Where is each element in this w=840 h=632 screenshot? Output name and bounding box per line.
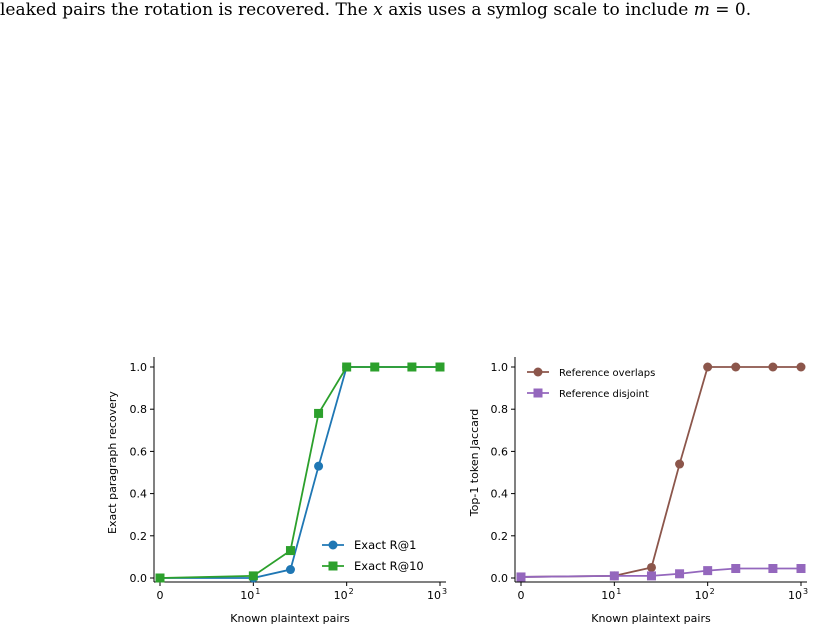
x-tick-label: 103 [427, 587, 447, 602]
y-tick-label: 0.8 [130, 403, 148, 416]
y-tick-label: 1.0 [491, 361, 509, 374]
legend: Reference overlaps Reference disjoint [527, 367, 655, 400]
y-tick-label: 0.0 [130, 572, 148, 585]
caption-var-x: x [373, 0, 383, 20]
data-point [314, 408, 324, 418]
legend-marker [328, 561, 338, 571]
data-point [370, 362, 380, 372]
data-point [703, 566, 713, 576]
x-tick-exponent: 2 [349, 587, 354, 596]
x-tick-exponent: 3 [442, 587, 447, 596]
data-point [675, 569, 685, 579]
legend-marker [533, 388, 543, 398]
caption-text-1: leaked pairs the rotation is recovered. … [0, 0, 374, 20]
data-point [731, 362, 741, 372]
x-tick-label: 0 [157, 589, 164, 602]
data-point [703, 362, 713, 372]
y-tick-label: 0.0 [491, 572, 509, 585]
data-point [342, 362, 352, 372]
left-chart: 0.0 0.2 0.4 0.6 0.8 1.0 0 101 102 103 Known plaint… [106, 357, 447, 625]
y-tick-label: 0.2 [130, 530, 148, 543]
legend-marker [533, 367, 543, 377]
x-tick-label: 101 [601, 587, 621, 602]
data-point [248, 571, 258, 581]
data-point [768, 362, 778, 372]
y-tick-label: 0.8 [491, 403, 509, 416]
caption-text-3: = 0. [709, 0, 752, 20]
series-line [520, 567, 801, 578]
x-tick-label: 101 [240, 587, 260, 602]
series-line [159, 366, 440, 579]
data-point [435, 362, 445, 372]
data-point [796, 362, 806, 372]
legend-marker [328, 540, 338, 550]
data-point [675, 459, 685, 469]
figure-caption: leaked pairs the rotation is recovered. … [0, 0, 840, 44]
legend: Exact R@1 Exact R@10 [322, 538, 424, 573]
y-tick-label: 0.4 [491, 488, 509, 501]
x-tick-exponent: 1 [616, 587, 621, 596]
legend-label: Reference disjoint [559, 389, 649, 400]
x-tick-exponent: 3 [803, 587, 808, 596]
y-tick-label: 0.6 [491, 445, 509, 458]
data-point [796, 564, 806, 574]
y-axis-label: Exact paragraph recovery [106, 391, 119, 534]
series-line [520, 366, 801, 578]
data-point [646, 562, 656, 572]
legend-label: Exact R@10 [354, 559, 424, 573]
data-point [285, 565, 295, 575]
data-point [314, 461, 324, 471]
data-point [407, 362, 417, 372]
y-tick-label: 0.4 [130, 488, 148, 501]
x-tick-exponent: 2 [710, 587, 715, 596]
y-tick-label: 0.6 [130, 445, 148, 458]
legend-label: Exact R@1 [354, 538, 416, 552]
x-axis-label: Known plaintext pairs [230, 612, 350, 625]
x-axis-label: Known plaintext pairs [591, 612, 711, 625]
data-point [768, 564, 778, 574]
x-tick-label: 103 [788, 587, 808, 602]
x-tick-label: 0 [518, 589, 525, 602]
caption-var-m: m [693, 0, 710, 20]
y-tick-label: 1.0 [130, 361, 148, 374]
data-point [155, 573, 165, 583]
x-tick-label: 102 [695, 587, 715, 602]
y-tick-label: 0.2 [491, 530, 509, 543]
data-point [516, 572, 526, 582]
legend-label: Reference overlaps [559, 368, 655, 379]
x-tick-label: 102 [334, 587, 354, 602]
right-chart: 0.0 0.2 0.4 0.6 0.8 1.0 0 101 102 103 Known plaint… [468, 357, 808, 625]
data-point [609, 571, 619, 581]
data-point [285, 546, 295, 556]
y-axis-label: Top-1 token Jaccard [468, 409, 481, 517]
x-tick-exponent: 1 [255, 587, 260, 596]
data-point [646, 571, 656, 581]
caption-text-2: axis uses a symlog scale to include [382, 0, 694, 20]
data-point [731, 564, 741, 574]
